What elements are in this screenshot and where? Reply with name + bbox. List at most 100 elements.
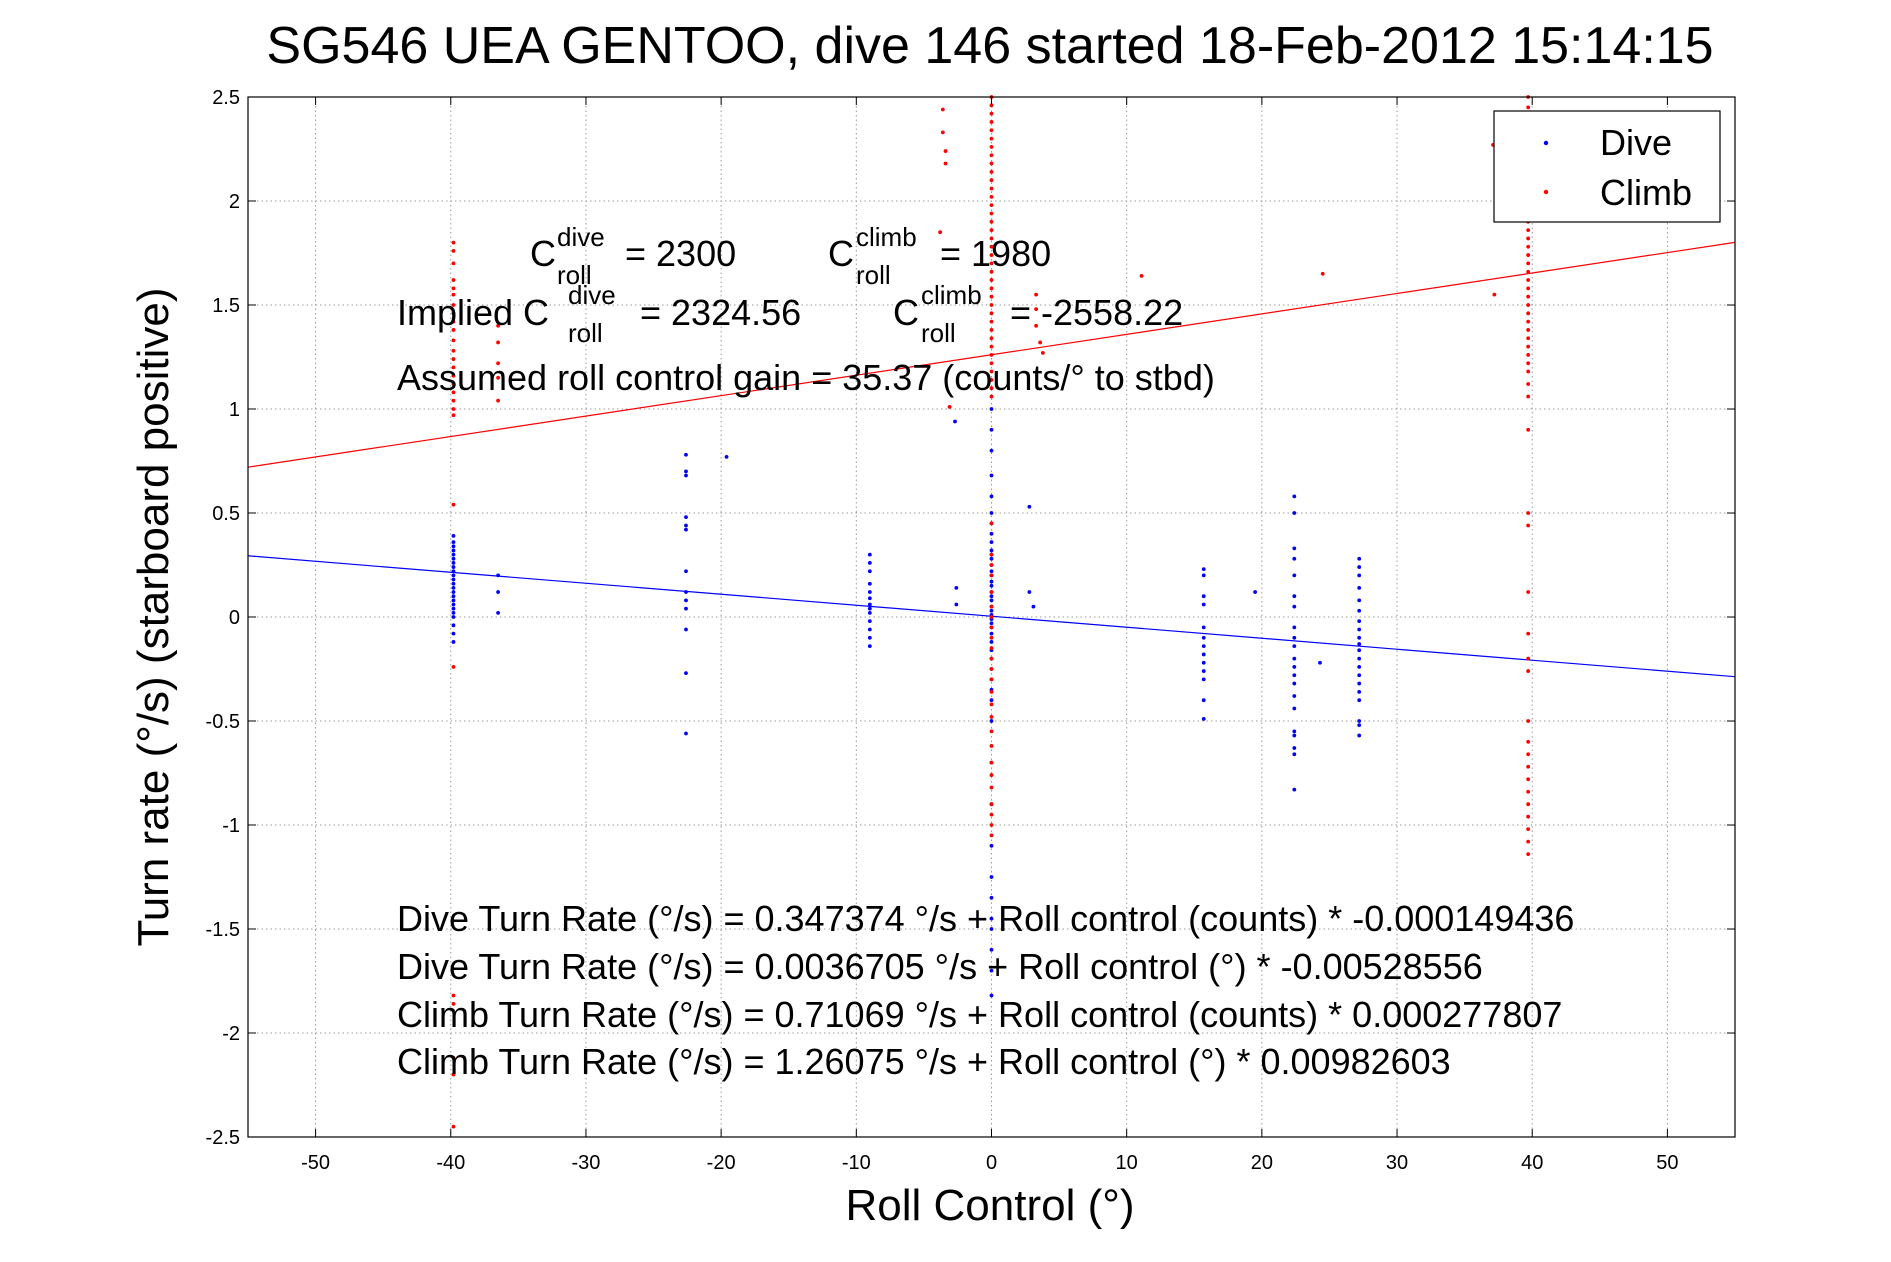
x-tick-label: -20 [707, 1152, 736, 1174]
point-dive [867, 627, 872, 632]
y-tick-label: -2 [222, 1023, 240, 1045]
point-dive [1292, 694, 1297, 698]
point-dive [1357, 656, 1362, 661]
point-climb [989, 311, 994, 316]
point-climb [451, 1056, 456, 1060]
point-climb [1038, 340, 1043, 345]
point-dive [451, 569, 456, 574]
point-dive [989, 594, 994, 599]
point-climb [989, 261, 994, 266]
point-dive [989, 631, 994, 636]
point-dive [1201, 625, 1206, 630]
point-dive [1292, 665, 1297, 669]
c-roll-climb-value: = 1980 [940, 233, 1051, 274]
point-dive [1292, 573, 1297, 578]
point-climb [451, 292, 456, 297]
point-dive [1357, 556, 1362, 561]
point-climb [989, 785, 994, 790]
point-climb [989, 253, 994, 257]
point-climb [989, 667, 994, 671]
point-climb [1526, 669, 1531, 673]
point-climb [989, 689, 994, 694]
point-climb [989, 823, 994, 827]
point-dive [451, 640, 456, 644]
point-dive [1201, 573, 1206, 578]
equation-climb-degrees: Climb Turn Rate (°/s) = 1.26075 °/s + Ro… [397, 1041, 1451, 1082]
point-climb [1492, 292, 1497, 297]
point-dive [684, 523, 688, 528]
point-climb [989, 178, 994, 183]
point-dive [451, 606, 456, 611]
point-dive [867, 619, 872, 624]
point-dive [1292, 546, 1297, 551]
point-climb [989, 353, 994, 357]
point-climb [989, 604, 994, 609]
point-dive [451, 598, 456, 603]
point-dive [1357, 719, 1362, 723]
point-dive [496, 573, 500, 578]
point-dive [451, 573, 456, 578]
point-climb [989, 625, 994, 630]
c-roll-dive-sub: roll [557, 260, 592, 290]
point-dive [989, 583, 994, 588]
point-dive [989, 511, 994, 515]
point-climb [451, 993, 456, 998]
legend-label-climb: Climb [1600, 172, 1692, 213]
point-dive [989, 448, 994, 453]
point-climb [989, 656, 994, 661]
point-dive [989, 473, 994, 478]
point-climb [1526, 236, 1531, 241]
point-climb [1526, 294, 1531, 299]
point-climb [989, 236, 994, 241]
point-climb [1526, 852, 1531, 857]
point-dive [684, 452, 688, 457]
point-dive [684, 473, 688, 478]
point-climb [989, 833, 994, 838]
point-dive [451, 590, 456, 594]
point-climb [451, 348, 456, 353]
point-dive [684, 671, 688, 676]
point-dive [451, 631, 456, 636]
point-climb [938, 230, 943, 235]
point-climb [451, 249, 456, 253]
point-climb [1526, 228, 1531, 233]
point-dive [451, 585, 456, 590]
point-dive [451, 556, 456, 561]
point-dive [1357, 723, 1362, 728]
point-dive [1201, 635, 1206, 640]
point-climb [989, 646, 994, 651]
point-climb [989, 328, 994, 332]
point-dive [1357, 627, 1362, 632]
point-climb [989, 161, 994, 166]
point-dive [1357, 698, 1362, 703]
point-climb [1526, 269, 1531, 274]
c-roll-climb-sup: climb [856, 222, 917, 252]
point-climb [989, 244, 994, 249]
data-points [451, 95, 1531, 1129]
point-climb [451, 261, 456, 266]
point-climb [1526, 631, 1531, 636]
y-tick-label: -1 [222, 815, 240, 837]
point-dive [989, 916, 994, 921]
point-dive [684, 569, 688, 574]
point-dive [989, 548, 994, 553]
point-climb [1526, 278, 1531, 282]
point-climb [496, 375, 500, 380]
point-dive [867, 610, 872, 615]
point-dive [1201, 602, 1206, 607]
point-climb [989, 714, 994, 719]
x-tick-label: -40 [436, 1152, 465, 1174]
point-dive [1292, 644, 1297, 649]
point-dive [867, 590, 872, 594]
implied-dive-sub: roll [568, 318, 603, 348]
point-climb [989, 169, 994, 174]
y-tick-label: -1.5 [206, 919, 240, 941]
point-climb [989, 128, 994, 133]
point-dive [989, 698, 994, 703]
point-climb [1526, 311, 1531, 316]
point-dive [989, 843, 994, 848]
point-dive [1357, 565, 1362, 569]
point-dive [1292, 706, 1297, 711]
point-dive [867, 644, 872, 649]
point-dive [1292, 556, 1297, 561]
